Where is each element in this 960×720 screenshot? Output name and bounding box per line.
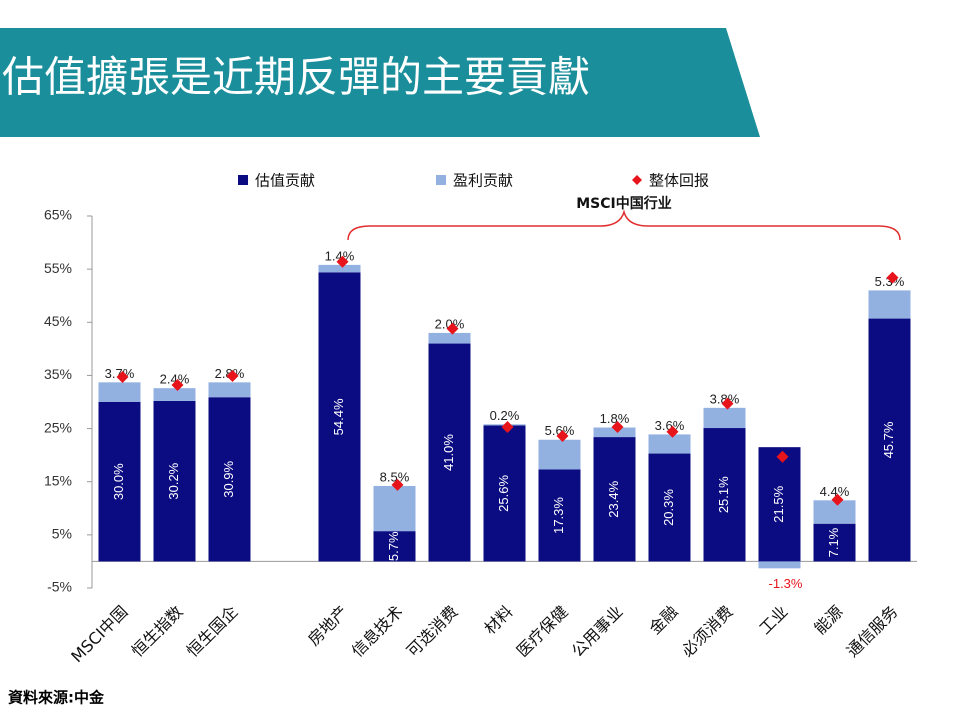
- bar-segment: [703, 428, 746, 562]
- x-tick-label: 信息技术: [348, 602, 407, 661]
- x-tick-label: 恒生国企: [183, 602, 242, 661]
- value-label: 4.4%: [820, 484, 850, 499]
- legend-label: 估值贡献: [255, 172, 315, 190]
- bar-segment: [648, 453, 691, 562]
- value-label: 23.4%: [606, 480, 621, 517]
- total-marker: [446, 322, 459, 335]
- total-marker: [721, 397, 734, 410]
- total-marker: [391, 478, 404, 491]
- bar-segment: [758, 561, 801, 569]
- bar-segment: [98, 382, 141, 402]
- value-label: 20.3%: [661, 489, 676, 526]
- total-marker: [776, 450, 789, 463]
- x-tick-label: 恒生指数: [128, 602, 187, 661]
- total-marker: [556, 430, 569, 443]
- value-label: 30.2%: [166, 462, 181, 499]
- x-tick-label: 医疗保健: [513, 602, 572, 661]
- bar-segment: [428, 332, 471, 344]
- bar-segment: [208, 382, 251, 398]
- y-tick-label: 55%: [44, 260, 72, 276]
- bar-segment: [373, 531, 416, 562]
- value-label: 1.4%: [325, 248, 355, 263]
- bar-segment: [98, 402, 141, 562]
- legend-label: 盈利贡献: [453, 172, 513, 190]
- legend-marker: [436, 175, 446, 185]
- x-tick-label: 工业: [755, 602, 791, 638]
- value-label: 8.5%: [380, 469, 410, 484]
- y-tick-label: 5%: [52, 526, 72, 542]
- x-tick-label: 可选消费: [403, 602, 462, 661]
- source: 資料來源:中金: [8, 689, 105, 707]
- value-label: 3.6%: [655, 418, 685, 433]
- x-tick-label: MSCI中国: [67, 602, 131, 666]
- bar-segment: [648, 434, 691, 454]
- value-label: 0.2%: [490, 408, 520, 423]
- total-marker: [336, 255, 349, 268]
- bar-segment: [593, 427, 636, 438]
- bar-segment: [208, 397, 251, 562]
- value-label: 21.5%: [771, 485, 786, 522]
- bar-segment: [483, 425, 526, 562]
- legend-marker: [632, 175, 642, 185]
- value-label: 17.3%: [551, 497, 566, 534]
- x-tick-label: 能源: [810, 602, 846, 638]
- bar-segment: [868, 290, 911, 319]
- bar-segment: [153, 400, 196, 562]
- bar-segment: [813, 500, 856, 524]
- bar-segment: [813, 523, 856, 562]
- total-marker: [501, 420, 514, 433]
- y-tick-label: 45%: [44, 313, 72, 329]
- bar-segment: [538, 439, 581, 470]
- x-tick-label: 必须消费: [678, 602, 737, 661]
- annotation: MSCI中国行业: [576, 195, 672, 212]
- total-marker: [611, 420, 624, 433]
- bar-segment: [318, 272, 361, 562]
- total-marker: [666, 425, 679, 438]
- total-marker: [116, 371, 129, 384]
- total-marker: [831, 493, 844, 506]
- total-marker: [171, 378, 184, 391]
- value-label: 25.6%: [496, 475, 511, 512]
- bar-segment: [758, 447, 801, 562]
- value-label: 1.8%: [600, 411, 630, 426]
- bar-segment: [593, 437, 636, 562]
- y-tick-label: 25%: [44, 419, 72, 435]
- x-tick-label: 公用事业: [568, 602, 627, 661]
- value-label: 5.6%: [545, 423, 575, 438]
- y-tick-label: -5%: [47, 579, 72, 595]
- value-label: 7.1%: [826, 527, 841, 557]
- total-marker: [226, 369, 239, 382]
- chart-title: 估值擴張是近期反彈的主要貢獻: [2, 53, 590, 102]
- value-label: 54.4%: [331, 398, 346, 435]
- x-tick-label: 材料: [480, 602, 516, 638]
- value-label: -1.3%: [769, 576, 803, 591]
- x-tick-label: 通信服务: [843, 602, 902, 661]
- legend-marker: [238, 175, 248, 185]
- bar-segment: [318, 264, 361, 273]
- value-label: 5.7%: [386, 531, 401, 561]
- legend-label: 整体回报: [649, 172, 709, 190]
- value-label: 45.7%: [881, 421, 896, 458]
- x-tick-label: 金融: [645, 602, 681, 638]
- x-tick-label: 房地产: [304, 602, 351, 649]
- bar-segment: [373, 485, 416, 532]
- y-tick-label: 15%: [44, 472, 72, 488]
- bar-segment: [703, 407, 746, 429]
- bar-segment: [868, 318, 911, 562]
- brace: [347, 209, 901, 241]
- value-label: 30.0%: [111, 463, 126, 500]
- y-tick-label: 35%: [44, 366, 72, 382]
- bar-segment: [538, 469, 581, 562]
- total-marker: [886, 271, 899, 284]
- value-label: 41.0%: [441, 434, 456, 471]
- value-label: 30.9%: [221, 460, 236, 497]
- value-label: 2.4%: [160, 372, 190, 387]
- bar-segment: [153, 388, 196, 401]
- title-banner: [0, 28, 760, 137]
- bar-segment: [428, 343, 471, 562]
- value-label: 25.1%: [716, 476, 731, 513]
- y-tick-label: 65%: [44, 207, 72, 223]
